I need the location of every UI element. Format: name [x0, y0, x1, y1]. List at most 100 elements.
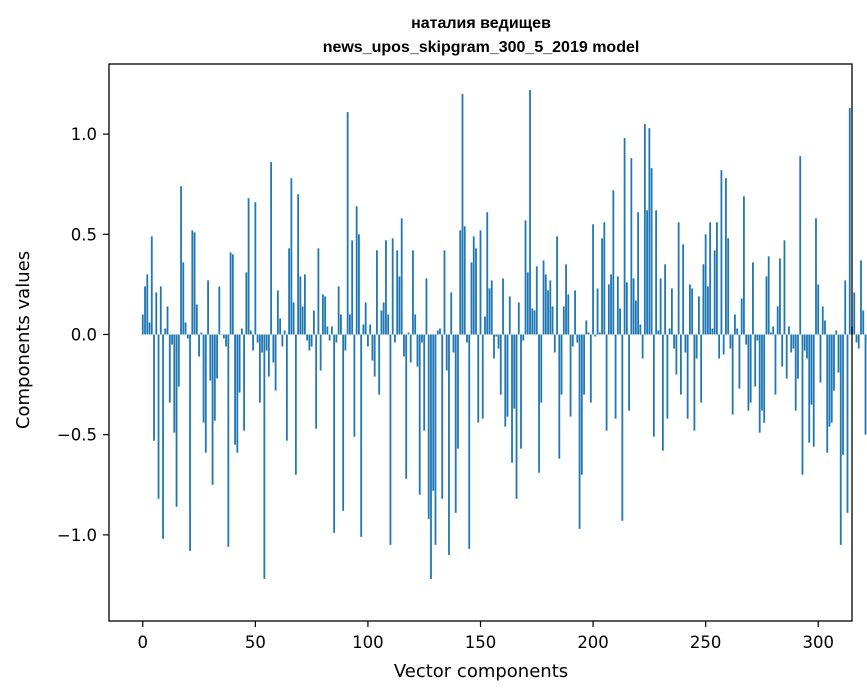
bar-147 [472, 236, 475, 335]
bar-20 [186, 334, 189, 339]
bar-305 [828, 334, 831, 427]
bar-139 [454, 334, 457, 513]
y-axis-label: Components values [13, 251, 34, 429]
bar-309 [837, 334, 840, 373]
x-tick-label: 250 [690, 633, 722, 652]
bar-291 [797, 334, 799, 379]
bar-271 [752, 262, 754, 335]
bar-274 [758, 334, 761, 433]
bar-192 [574, 290, 576, 335]
bar-256 [718, 334, 721, 359]
bar-177 [540, 334, 543, 403]
bar-189 [567, 294, 570, 335]
bar-303 [824, 320, 826, 335]
bar-121 [414, 314, 417, 335]
bar-187 [562, 306, 565, 335]
bar-62 [281, 334, 284, 347]
y-tick-label: 0.0 [71, 325, 97, 344]
bar-253 [711, 328, 714, 335]
bar-113 [396, 250, 399, 335]
bar-57 [270, 162, 273, 335]
bar-103 [373, 334, 376, 377]
bar-142 [461, 94, 464, 335]
bar-234 [668, 328, 671, 335]
bar-138 [452, 334, 455, 353]
bar-172 [529, 90, 531, 335]
bar-293 [801, 334, 804, 475]
bar-252 [709, 222, 712, 335]
x-axis: 0 50 100 150 200 250 300 [138, 621, 834, 652]
bar-135 [445, 334, 448, 371]
bar-221 [639, 324, 642, 335]
bar-150 [479, 230, 482, 335]
bar-102 [371, 334, 374, 361]
bar-273 [756, 334, 759, 341]
bar-209 [612, 190, 615, 335]
bar-296 [808, 334, 811, 443]
bar-81 [324, 296, 327, 335]
bar-199 [589, 334, 592, 403]
bar-258 [722, 334, 725, 355]
bar-219 [634, 300, 637, 335]
bar-292 [799, 156, 802, 335]
bar-124 [421, 334, 423, 343]
bar-212 [619, 308, 621, 335]
x-axis-label: Vector components [394, 661, 568, 682]
bar-37 [225, 334, 227, 347]
bar-235 [670, 288, 673, 335]
bar-316 [853, 292, 856, 335]
bar-0 [141, 314, 144, 335]
bar-317 [855, 334, 858, 343]
bar-148 [475, 248, 477, 335]
bar-82 [326, 326, 329, 335]
bar-239 [679, 334, 682, 395]
bar-250 [704, 234, 707, 335]
bar-108 [385, 240, 387, 335]
bar-195 [580, 334, 583, 475]
bar-120 [412, 250, 414, 335]
y-axis: −1.0 −0.5 0.0 0.5 1.0 [57, 125, 109, 545]
bar-251 [707, 286, 709, 335]
x-tick-label: 50 [245, 633, 266, 652]
bar-66 [290, 178, 293, 335]
bar-280 [772, 326, 775, 335]
bar-15 [175, 334, 178, 507]
bar-90 [344, 334, 347, 351]
bar-114 [398, 276, 401, 335]
bar-5 [153, 334, 155, 441]
bar-23 [193, 232, 196, 335]
bar-287 [788, 326, 790, 335]
bar-162 [506, 334, 509, 417]
bar-55 [265, 334, 268, 351]
bar-163 [508, 296, 511, 335]
bar-321 [864, 334, 867, 435]
bar-146 [470, 262, 473, 335]
bar-222 [641, 334, 644, 359]
bar-246 [695, 334, 698, 359]
bar-247 [698, 296, 700, 335]
bar-284 [781, 334, 784, 367]
bar-24 [195, 304, 198, 335]
bar-111 [391, 238, 394, 335]
bar-54 [263, 334, 266, 579]
bar-63 [283, 330, 286, 335]
bar-243 [688, 284, 691, 335]
bar-157 [495, 334, 498, 337]
bar-137 [450, 292, 453, 335]
x-tick-label: 100 [352, 633, 384, 652]
bar-244 [691, 288, 694, 335]
bar-282 [776, 306, 779, 335]
bar-41 [234, 334, 236, 445]
bar-215 [625, 282, 628, 335]
bar-67 [292, 302, 295, 335]
bar-185 [558, 334, 561, 459]
bar-123 [418, 334, 421, 495]
bar-61 [279, 318, 282, 335]
bar-151 [481, 334, 484, 419]
bar-34 [218, 286, 221, 335]
bar-99 [364, 302, 367, 335]
chart-subtitle: news_upos_skipgram_300_5_2019 model [323, 39, 640, 56]
bar-285 [783, 240, 786, 335]
bar-85 [333, 334, 336, 533]
